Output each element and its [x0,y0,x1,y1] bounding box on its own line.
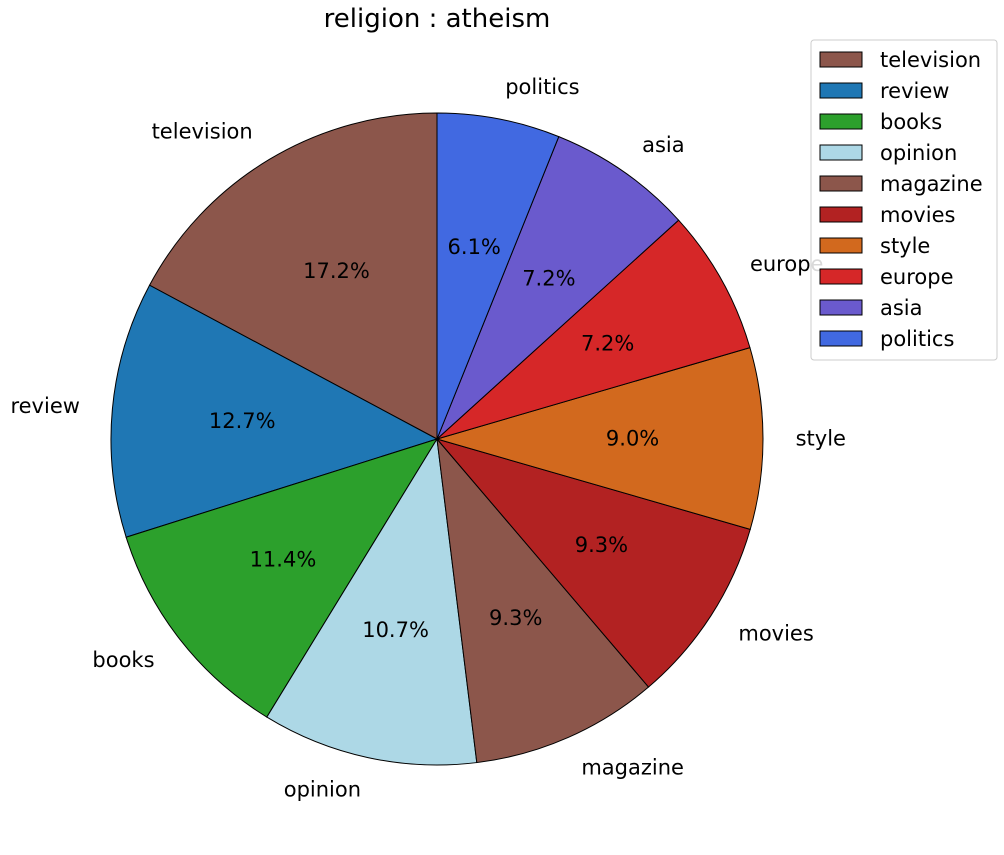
slice-opinion [266,437,478,766]
slice-books [125,438,439,718]
legend-swatch-review [819,82,863,99]
slice-asia [436,135,680,440]
legend-swatch-asia [819,299,863,316]
slice-magazine [436,437,650,764]
slice-label-politics: politics [505,75,579,99]
legend-swatch-books [819,113,863,130]
legend-swatch-politics [819,330,863,347]
legend-swatch-opinion [819,144,863,161]
slice-movies [435,438,751,688]
pct-label-magazine: 9.3% [489,606,542,630]
legend-swatch-magazine [819,175,863,192]
legend-swatch-europe [819,268,863,285]
legend-label-television: television [880,48,981,72]
slice-label-television: television [152,119,253,143]
pie-slices [110,112,764,766]
legend-label-movies: movies [880,203,955,227]
slice-politics [436,112,560,440]
legend-label-magazine: magazine [880,172,983,196]
pct-label-politics: 6.1% [448,235,501,259]
legend-label-style: style [880,234,930,258]
legend-swatch-movies [819,206,863,223]
legend-label-review: review [880,79,949,103]
pct-label-asia: 7.2% [522,267,575,291]
slice-label-magazine: magazine [581,755,684,779]
legend-swatch-television [819,51,863,68]
slice-review [110,284,439,538]
legend-label-opinion: opinion [880,141,957,165]
slice-europe [436,219,751,440]
slice-label-review: review [10,394,79,418]
legend-swatch-style [819,237,863,254]
legend-label-asia: asia [880,296,923,320]
legend-label-books: books [880,110,942,134]
slice-label-style: style [796,426,846,450]
pct-label-television: 17.2% [303,259,370,283]
percentage-labels: 17.2% 12.7% 11.4% 10.7% 9.3% 9.3% 9.0% 7.2% 7.2%… [209,235,659,642]
slice-label-asia: asia [642,133,685,157]
legend-label-politics: politics [880,327,954,351]
pct-label-review: 12.7% [209,409,276,433]
slice-label-movies: movies [738,621,813,645]
slice-label-opinion: opinion [284,777,361,801]
chart-title: religion : atheism [324,4,551,34]
legend: television review books opinion magazine movi… [810,39,998,361]
pct-label-books: 11.4% [250,548,317,572]
slice-label-books: books [92,648,154,672]
pct-label-movies: 9.3% [575,533,628,557]
pct-label-style: 9.0% [606,427,659,451]
pct-label-opinion: 10.7% [362,618,429,642]
slice-style [435,347,764,530]
pct-label-europe: 7.2% [581,332,634,356]
slice-television [148,112,438,440]
legend-label-europe: europe [880,265,954,289]
